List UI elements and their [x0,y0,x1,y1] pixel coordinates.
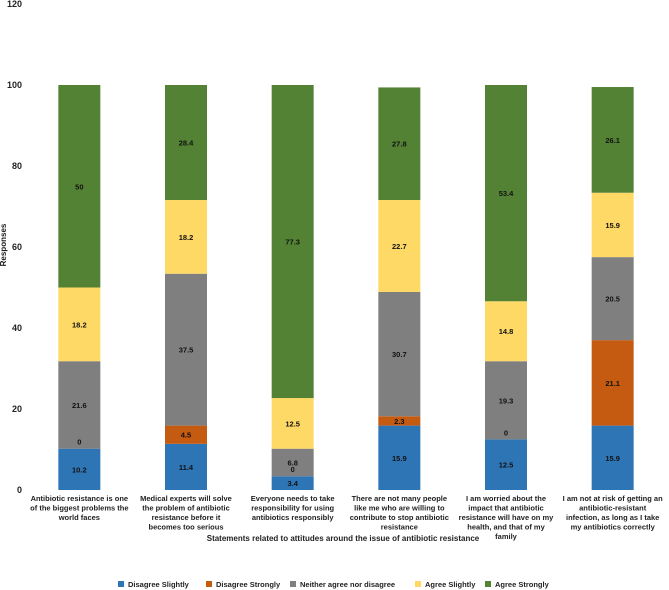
bar-segment [378,291,421,417]
bar-segment [591,87,634,193]
x-axis-title: Statements related to attitudes around t… [207,534,480,543]
bar-segment [165,425,207,444]
data-label: 53.4 [499,189,514,198]
bar-segment [485,85,527,302]
data-label: 10.2 [72,465,87,474]
data-label: 77.3 [285,238,300,247]
data-label: 15.9 [392,454,407,463]
data-label: 3.4 [287,479,298,488]
data-label: 6.8 [287,458,297,467]
y-tick-label: 120 [7,0,22,9]
data-label: 18.2 [179,233,194,242]
category-label: Antibiotic resistance is one of the bigge… [30,494,128,522]
bar-segment [58,448,101,490]
data-label: 12.5 [499,461,514,470]
bar-segment [58,287,101,362]
legend-entry: Disagree Strongly [216,580,281,589]
data-label: 15.9 [605,454,620,463]
bar-segment [485,301,527,362]
y-tick-label: 20 [12,404,22,414]
bar-segment [165,443,207,490]
data-label: 20.5 [605,295,620,304]
bar-segment [58,361,101,449]
data-label: 21.6 [72,401,87,410]
category-label: Medical experts will solve the problem of… [140,494,232,532]
data-label: 50 [75,182,83,191]
data-label: 30.7 [392,350,407,359]
data-label: 2.3 [394,417,404,426]
data-label: 0 [77,438,81,447]
category-label: I am worried about the impact that antibi… [459,494,554,541]
y-tick-label: 100 [7,80,22,90]
bar-segment [485,361,527,440]
legend-swatch [118,581,124,587]
data-label: 12.5 [285,419,300,428]
category-labels: Antibiotic resistance is one of the bigge… [30,494,663,541]
data-label: 15.9 [605,221,620,230]
data-label: 37.5 [179,346,194,355]
bar-segment [378,416,421,426]
bar-segment [378,425,421,490]
data-label: 21.1 [605,379,620,388]
bar-segment [271,476,314,490]
data-label: 14.8 [499,327,514,336]
bar-segment [485,439,527,490]
bar-segment [58,85,101,288]
bar-segment [271,85,314,399]
bar-segment [165,200,207,274]
y-tick-label: 40 [12,323,22,333]
data-label: 19.3 [499,396,514,405]
data-label: 18.2 [72,320,87,329]
bar-segments [58,85,634,490]
category-label: I am not at risk of getting an antibiotic… [563,494,663,532]
category-label: Everyone needs to take responsibility for… [251,494,335,522]
bar-segment [271,398,314,449]
legend-entry: Neither agree nor disagree [300,580,395,589]
y-tick-label: 80 [12,161,22,171]
data-label: 11.4 [179,463,194,472]
data-label: 0 [504,428,508,437]
data-label: 0 [291,465,295,474]
legend-swatch [415,581,421,587]
bar-segment [591,340,634,426]
bar-segment [591,257,634,341]
bar-segment [378,200,421,292]
y-tick-label: 0 [17,485,22,495]
legend-swatch [290,581,296,587]
data-label: 22.7 [392,242,407,251]
y-axis-title: Responses [0,223,8,266]
legend-swatch [206,581,212,587]
category-label: There are not many people like me who are… [350,494,449,532]
data-label: 28.4 [179,139,194,148]
data-label: 4.5 [181,431,191,440]
legend-entry: Agree Slightly [425,580,476,589]
data-label: 26.1 [605,136,620,145]
y-tick-label: 60 [12,242,22,252]
data-labels: 10.2021.618.25011.44.537.518.228.43.406.… [72,136,620,488]
bar-segment [591,192,634,258]
legend-swatch [485,581,491,587]
data-label: 27.8 [392,140,407,149]
legend-entry: Disagree Slightly [128,580,190,589]
bar-segment [271,448,314,477]
legend-entry: Agree Strongly [495,580,550,589]
bar-segment [165,273,207,426]
bar-segment [591,425,634,490]
legend: Disagree Slightly Disagree Strongly Neithe… [118,580,550,589]
bar-segment [165,85,207,201]
bar-segment [378,87,421,201]
y-axis-ticks: 0 20 40 60 80 100 120 [7,0,22,495]
